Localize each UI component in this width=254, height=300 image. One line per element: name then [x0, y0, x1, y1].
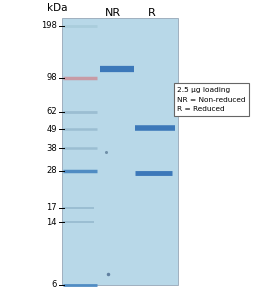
Text: 49: 49 — [46, 125, 57, 134]
Text: NR: NR — [105, 8, 121, 18]
Text: 17: 17 — [46, 203, 57, 212]
Bar — [62, 18, 177, 285]
Text: R: R — [147, 8, 155, 18]
Text: 98: 98 — [46, 74, 57, 82]
Text: 28: 28 — [46, 166, 57, 175]
Text: kDa: kDa — [46, 3, 67, 13]
Text: 62: 62 — [46, 107, 57, 116]
Text: 38: 38 — [46, 144, 57, 153]
Text: 2.5 μg loading
NR = Non-reduced
R = Reduced: 2.5 μg loading NR = Non-reduced R = Redu… — [177, 87, 245, 112]
Text: 198: 198 — [41, 21, 57, 30]
Text: 14: 14 — [46, 218, 57, 227]
Text: 6: 6 — [51, 280, 57, 290]
